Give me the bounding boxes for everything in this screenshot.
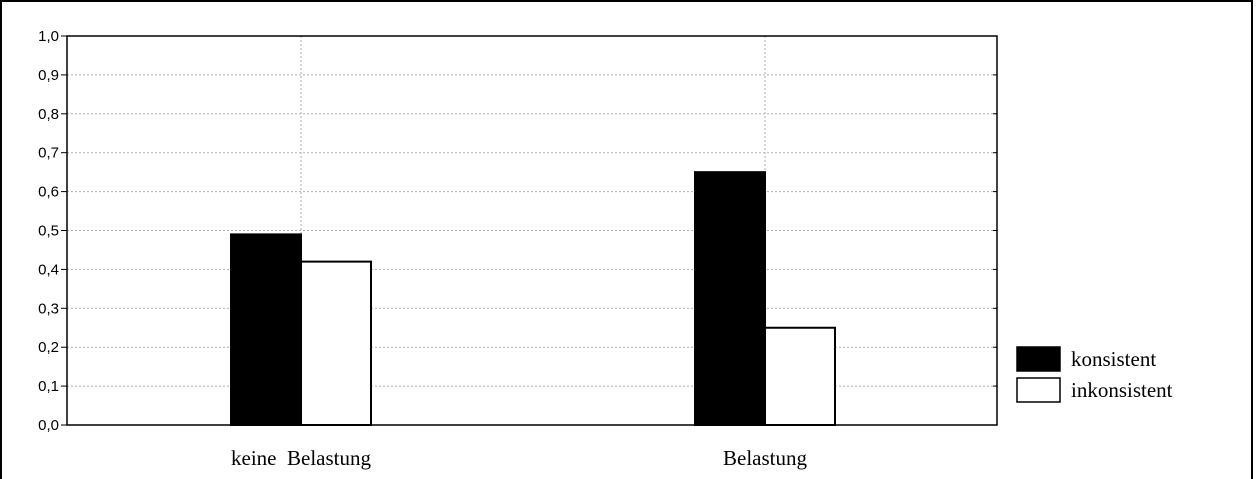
legend-label-inkonsistent: inkonsistent [1071,378,1173,402]
bar-inkonsistent-0 [300,260,372,426]
y-tick-label: 0,3 [38,300,59,317]
y-tick-label: 0,2 [38,339,59,356]
bar-inkonsistent-1 [764,326,836,426]
y-tick-label: 0,1 [38,378,59,395]
legend: konsistent inkonsistent [1016,346,1173,403]
x-axis: keine Belastung Belastung [231,446,807,470]
bars [230,171,836,426]
y-tick-label: 0,6 [38,184,59,201]
y-tick-label: 0,4 [38,261,59,278]
grid-lines [67,36,997,425]
y-tick-label: 0,5 [38,223,59,240]
y-axis: 0,0 0,1 0,2 0,3 0,4 0,5 0,6 0,7 0,8 0,9 1,0 [38,28,997,434]
bar-konsistent-0 [230,233,302,426]
y-tick-label: 0,9 [38,67,59,84]
legend-swatch-konsistent [1016,346,1061,372]
y-tick-label: 0,0 [38,417,59,434]
legend-swatch-inkonsistent [1016,377,1061,403]
y-tick-label: 0,8 [38,106,59,123]
bar-konsistent-1 [694,171,766,426]
x-category-label: keine Belastung [231,446,371,470]
x-category-label: Belastung [723,446,807,470]
y-tick-label: 0,7 [38,145,59,162]
y-tick-label: 1,0 [38,28,59,45]
legend-label-konsistent: konsistent [1071,347,1156,371]
